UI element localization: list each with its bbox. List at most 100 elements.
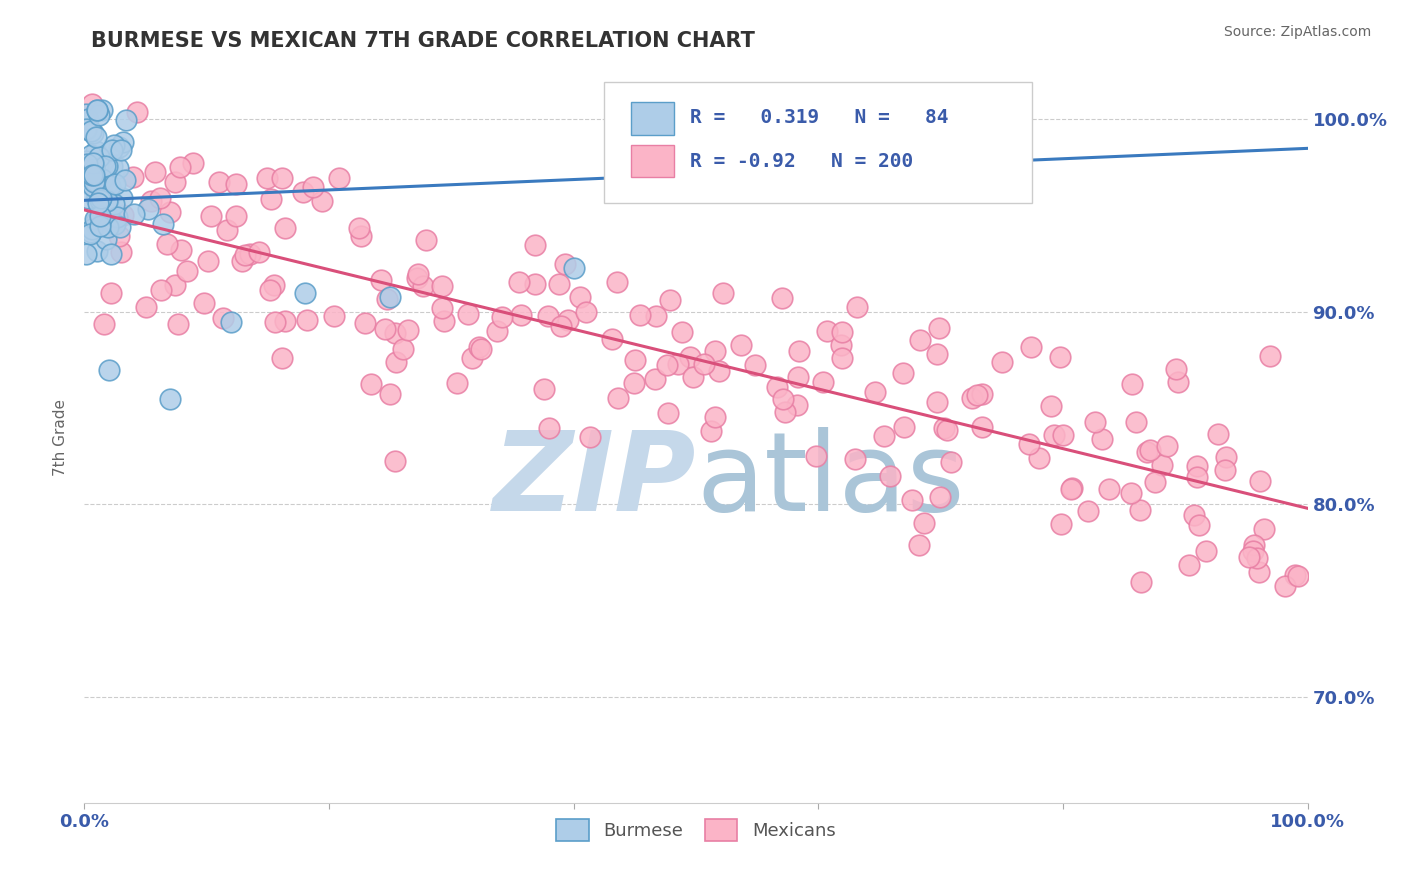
Point: [75, 171, 97, 186]
Point: [90, 172, 112, 186]
Point: [108, 139, 131, 153]
Point: [900, 492, 922, 507]
Point: [378, 387, 401, 401]
Point: [360, 377, 382, 392]
Point: [1195, 543, 1218, 558]
Point: [150, 283, 173, 297]
Point: [89, 108, 111, 122]
Point: [787, 370, 810, 384]
Point: [628, 308, 651, 322]
Point: [744, 358, 766, 372]
Point: [1028, 450, 1050, 465]
Point: [380, 289, 402, 303]
Point: [83, 162, 105, 177]
Point: [1243, 538, 1265, 552]
Point: [82, 96, 104, 111]
Point: [328, 171, 350, 186]
Point: [97, 220, 120, 235]
Point: [143, 165, 166, 179]
Point: [239, 246, 262, 260]
Point: [82, 155, 104, 169]
Point: [960, 391, 983, 405]
Point: [211, 311, 233, 326]
Point: [156, 237, 179, 252]
Point: [1018, 436, 1040, 450]
Point: [111, 208, 134, 222]
Point: [562, 260, 585, 275]
Point: [939, 455, 962, 469]
Point: [396, 323, 419, 337]
Point: [457, 307, 479, 321]
Point: [1246, 551, 1268, 566]
Point: [700, 424, 723, 438]
Point: [657, 358, 679, 372]
Point: [1091, 432, 1114, 446]
Point: [658, 293, 681, 307]
Point: [831, 325, 853, 339]
Point: [93, 153, 115, 168]
Point: [1241, 544, 1264, 558]
Point: [193, 295, 215, 310]
Point: [1062, 481, 1084, 495]
Point: [557, 312, 579, 326]
Point: [925, 347, 948, 361]
Point: [770, 291, 793, 305]
Point: [292, 185, 315, 199]
Point: [93, 318, 115, 332]
Point: [550, 318, 572, 333]
Point: [83, 168, 105, 182]
Point: [84, 178, 107, 192]
Point: [247, 244, 270, 259]
Point: [122, 207, 145, 221]
Point: [89, 193, 111, 207]
Point: [82, 222, 104, 236]
Point: [353, 316, 375, 330]
Point: [537, 309, 560, 323]
Point: [82, 172, 104, 186]
Point: [139, 194, 162, 209]
Point: [1237, 549, 1260, 564]
Point: [879, 469, 901, 483]
Point: [772, 392, 794, 407]
Point: [406, 271, 429, 285]
Point: [108, 220, 131, 235]
Y-axis label: 7th Grade: 7th Grade: [53, 399, 69, 475]
Point: [990, 355, 1012, 369]
Point: [554, 257, 576, 271]
Point: [176, 264, 198, 278]
Point: [1125, 415, 1147, 429]
Point: [165, 277, 187, 292]
Point: [75, 157, 97, 171]
Point: [415, 233, 437, 247]
Point: [84, 129, 107, 144]
Point: [1249, 474, 1271, 488]
Text: ZIP: ZIP: [492, 427, 696, 534]
FancyBboxPatch shape: [605, 82, 1032, 203]
Point: [311, 194, 333, 208]
Point: [79, 225, 101, 239]
Point: [80, 123, 103, 137]
Point: [260, 193, 283, 207]
Point: [76, 153, 98, 168]
Point: [1185, 458, 1208, 473]
Point: [152, 217, 174, 231]
Point: [94, 231, 117, 245]
Point: [524, 277, 547, 291]
Point: [912, 516, 935, 530]
Point: [1050, 517, 1073, 532]
Point: [384, 326, 406, 340]
Point: [1144, 475, 1167, 489]
Point: [274, 314, 297, 328]
Point: [75, 176, 97, 190]
Point: [1119, 485, 1142, 500]
Point: [323, 309, 346, 323]
Text: R = -0.92   N = 200: R = -0.92 N = 200: [690, 152, 912, 171]
Point: [170, 243, 193, 257]
Point: [1284, 568, 1306, 582]
Point: [294, 285, 316, 300]
Point: [89, 208, 111, 222]
Point: [89, 209, 111, 223]
Point: [486, 324, 509, 338]
Point: [970, 419, 993, 434]
Text: atlas: atlas: [696, 427, 965, 534]
